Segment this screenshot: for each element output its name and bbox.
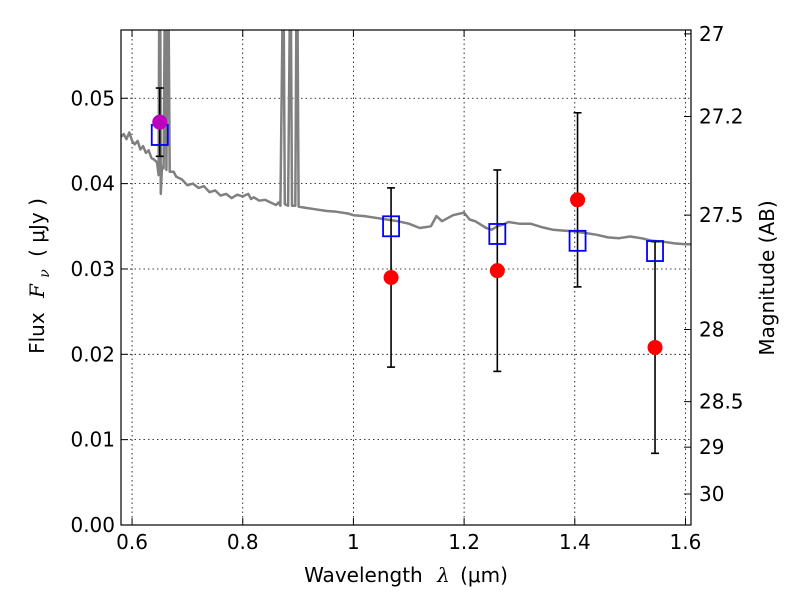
y-tick-labels: 0.00 0.01 0.02 0.03 0.04 0.05	[70, 86, 115, 537]
observed-point	[383, 270, 399, 285]
y2-tick-label: 27	[699, 22, 724, 46]
x-tick-labels: 0.6 0.8 1 1.2 1.4 1.6	[116, 530, 701, 554]
y-tick-label: 0.05	[70, 86, 115, 110]
grid	[121, 30, 691, 526]
x-tick-label: 1.6	[670, 530, 702, 554]
y2-tick-labels: 27 27.2 27.5 28 28.5 29 30	[699, 22, 744, 506]
x-tick-label: 0.8	[227, 530, 259, 554]
plot-frame	[120, 29, 692, 526]
y-tick-label: 0.00	[70, 513, 115, 537]
model-square-marker	[382, 215, 400, 238]
ticks	[121, 30, 691, 526]
model-square-marker	[646, 240, 664, 262]
y-tick-label: 0.01	[70, 428, 115, 452]
y2-axis-label: Magnitude (AB)	[755, 200, 779, 355]
y2-tick-label: 28.5	[699, 390, 744, 414]
observed-point	[152, 114, 168, 130]
y-tick-label: 0.02	[70, 342, 115, 366]
model-square-marker	[568, 229, 587, 252]
x-tick-label: 1	[347, 530, 360, 554]
marker-layer	[150, 87, 664, 455]
model-sed-layer	[121, 30, 691, 246]
model-sed-line	[121, 30, 691, 246]
y-tick-label: 0.04	[70, 172, 115, 196]
observed-point	[489, 263, 505, 279]
observed-point	[570, 192, 586, 208]
x-tick-label: 0.6	[116, 530, 148, 554]
y2-tick-label: 28	[699, 317, 724, 341]
y-tick-label: 0.03	[70, 257, 115, 281]
model-square-marker	[488, 223, 507, 245]
y2-tick-label: 29	[699, 435, 724, 459]
y-axis-label: Flux F ν ( μJy )	[25, 198, 54, 354]
y2-tick-label: 27.2	[699, 105, 744, 129]
x-tick-label: 1.4	[559, 530, 591, 554]
y2-tick-label: 27.5	[699, 203, 744, 227]
x-axis-label: Wavelength λ (μm)	[304, 563, 508, 587]
observed-point	[647, 339, 663, 355]
y2-tick-label: 30	[699, 482, 724, 506]
x-tick-label: 1.2	[448, 530, 480, 554]
